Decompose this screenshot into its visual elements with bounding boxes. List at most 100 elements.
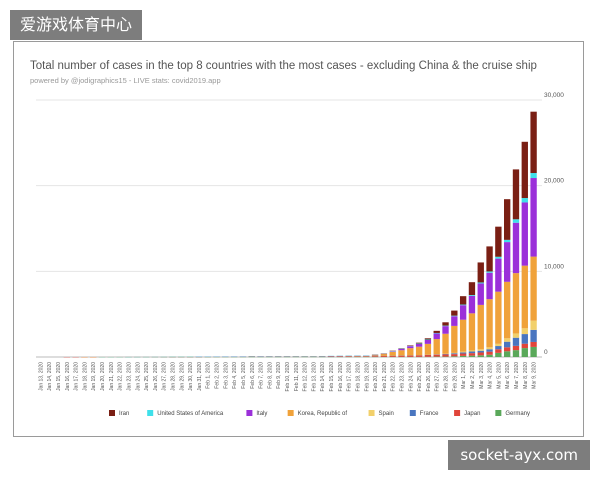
x-tick-label: Jan 15, 2020	[56, 362, 62, 391]
bar-segment	[336, 356, 344, 357]
bar-segment	[521, 198, 528, 203]
x-tick-label: Mar 7, 2020	[514, 362, 520, 389]
x-tick-label: Jan 17, 2020	[74, 362, 80, 391]
bar-segment	[468, 351, 476, 354]
x-tick-label: Mar 6, 2020	[505, 362, 511, 389]
bar-segment	[459, 304, 467, 306]
x-tick-label: Feb 23, 2020	[399, 362, 405, 392]
bar-segment	[451, 315, 458, 317]
bar-segment	[530, 178, 537, 257]
bar-segment	[459, 352, 467, 354]
x-tick-label: Feb 4, 2020	[232, 362, 238, 389]
bar-segment	[486, 271, 493, 273]
x-tick-label: Jan 28, 2020	[171, 362, 177, 391]
bar-segment	[477, 349, 484, 351]
bar-segment	[451, 316, 458, 326]
legend-swatch	[246, 410, 253, 416]
legend-swatch	[109, 410, 115, 416]
bar-segment	[477, 282, 484, 284]
bar-segment	[530, 341, 537, 347]
bar-segment	[521, 343, 528, 349]
x-tick-label: Feb 20, 2020	[373, 362, 379, 392]
x-tick-label: Jan 21, 2020	[109, 362, 115, 391]
y-tick-label: 30,000	[544, 92, 564, 99]
x-tick-label: Jan 14, 2020	[47, 362, 53, 391]
bar-segment	[415, 346, 423, 356]
bar-segment	[459, 353, 467, 356]
bar-segment	[389, 355, 396, 357]
x-tick-label: Jan 27, 2020	[162, 362, 168, 391]
bar-segment	[468, 295, 476, 296]
bar-segment	[512, 219, 520, 223]
bar-segment	[380, 353, 388, 356]
bar-segment	[407, 348, 414, 356]
x-tick-label: Jan 31, 2020	[197, 362, 203, 391]
chart-title: Total number of cases in the top 8 count…	[30, 60, 537, 72]
bar-segment	[407, 355, 414, 357]
bar-segment	[389, 351, 396, 352]
x-tick-label: Feb 24, 2020	[408, 362, 414, 392]
bar-segment	[495, 349, 502, 353]
stacked-bar-chart: 0 10,000 20,000 30,000 Jan 13, 2020 Jan 14, 2…	[36, 92, 564, 417]
y-tick-label: 0	[544, 349, 548, 356]
bar-segment	[530, 346, 537, 357]
bar-segment	[512, 345, 520, 351]
x-tick-label: Mar 2, 2020	[470, 362, 476, 389]
x-tick-label: Feb 14, 2020	[320, 362, 326, 392]
x-tick-label: Mar 3, 2020	[479, 362, 485, 389]
bar-segment	[530, 320, 537, 330]
bar-segment	[468, 282, 476, 296]
bar-segment	[424, 343, 432, 355]
bar-segment	[495, 352, 502, 357]
legend-label: Germany	[505, 411, 530, 417]
legend-label: Korea, Republic of	[298, 411, 348, 417]
x-tick-label: Feb 9, 2020	[276, 362, 282, 389]
x-tick-label: Jan 18, 2020	[82, 362, 88, 391]
bar-segment	[459, 305, 467, 320]
legend-label: Japan	[464, 411, 480, 417]
bar-segment	[486, 351, 493, 355]
bar-segment	[468, 355, 476, 357]
bar-segment	[345, 356, 352, 357]
x-tick-label: Jan 13, 2020	[38, 362, 44, 391]
bar-segment	[521, 141, 528, 199]
watermark-bottom-banner: socket-ayx.com	[448, 440, 590, 470]
bar-segment	[504, 351, 511, 357]
bar-segment	[530, 111, 537, 174]
x-tick-label: Feb 18, 2020	[355, 362, 361, 392]
bar-segment	[477, 283, 484, 305]
legend-label: Italy	[256, 411, 267, 417]
bar-segment	[451, 354, 458, 357]
bar-segment	[477, 304, 484, 350]
bar-segment	[415, 355, 423, 357]
bar-segment	[468, 353, 476, 356]
bar-segment	[477, 262, 484, 283]
bar-segment	[495, 256, 502, 259]
bar-segment	[459, 296, 467, 305]
bar-segment	[521, 328, 528, 335]
bar-segment	[512, 337, 520, 346]
bar-segment	[433, 354, 440, 357]
bar-segment	[521, 265, 528, 329]
bar-segment	[459, 351, 467, 353]
x-tick-label: Jan 26, 2020	[153, 362, 159, 391]
bar-segment	[451, 353, 458, 355]
chart-frame: Total number of cases in the top 8 count…	[13, 41, 584, 437]
x-tick-label: Jan 19, 2020	[91, 362, 97, 391]
bar-segment	[486, 354, 493, 357]
bar-segment	[495, 346, 502, 350]
bar-segment	[380, 355, 388, 357]
bar-segment	[504, 239, 511, 243]
bar-segment	[398, 348, 405, 351]
bar-segment	[451, 325, 458, 353]
bar-segment	[371, 354, 379, 356]
x-tick-label: Feb 21, 2020	[382, 362, 388, 392]
bar-segment	[468, 295, 476, 314]
bar-segment	[495, 343, 502, 347]
x-tick-label: Feb 19, 2020	[364, 362, 370, 392]
bar-segment	[486, 246, 493, 272]
bar-segment	[424, 354, 432, 357]
bar-segment	[486, 272, 493, 300]
x-tick-label: Jan 25, 2020	[144, 362, 150, 391]
x-tick-label: Feb 10, 2020	[285, 362, 291, 392]
